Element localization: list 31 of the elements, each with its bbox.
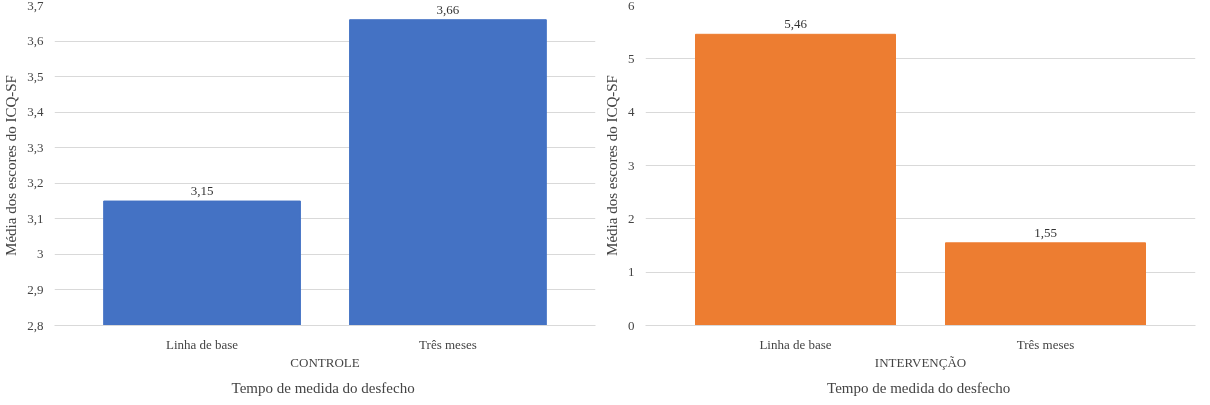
x-tick-label: Três meses: [1016, 336, 1075, 352]
y-tick-label: 3,2: [27, 175, 44, 191]
x-axis-title: Tempo de medida do desfecho: [827, 379, 1011, 396]
y-tick-label: 2,8: [27, 317, 44, 333]
y-tick-label: 4: [628, 104, 635, 120]
y-tick-label: 3: [628, 157, 635, 173]
y-tick-label: 0: [628, 317, 635, 333]
y-tick-label: 3,7: [27, 0, 44, 13]
x-tick-label: Três meses: [419, 336, 477, 352]
text: INTERVENÇÃO: [874, 354, 967, 370]
data-label: 3,15: [190, 183, 214, 199]
y-tick-label: 3,6: [27, 33, 44, 49]
y-axis-title: Média dos escores do ICQ-SF: [604, 75, 620, 256]
y-tick-label: 3: [37, 246, 44, 262]
y-tick-label: 6: [628, 0, 635, 13]
x-axis-title: Tempo de medida do desfecho: [231, 379, 415, 396]
y-tick-label: 2,9: [27, 281, 44, 297]
y-tick-label: 1: [628, 264, 635, 280]
x-tick-label: Linha de base: [759, 336, 832, 352]
y-axis-title: Média dos escores do ICQ-SF: [3, 75, 20, 256]
y-tick-label: 3,5: [27, 68, 44, 84]
data-label: 5,46: [784, 16, 808, 32]
y-tick-label: 3,3: [27, 139, 44, 155]
data-label: 3,66: [436, 1, 460, 17]
y-tick-label: 2: [628, 210, 635, 226]
y-tick-label: 3,4: [27, 104, 44, 120]
text: CONTROLE: [290, 354, 360, 370]
y-tick-label: 3,1: [27, 210, 44, 226]
data-label: 1,55: [1034, 224, 1057, 240]
x-tick-label: Linha de base: [165, 336, 239, 352]
y-tick-label: 5: [628, 50, 635, 66]
